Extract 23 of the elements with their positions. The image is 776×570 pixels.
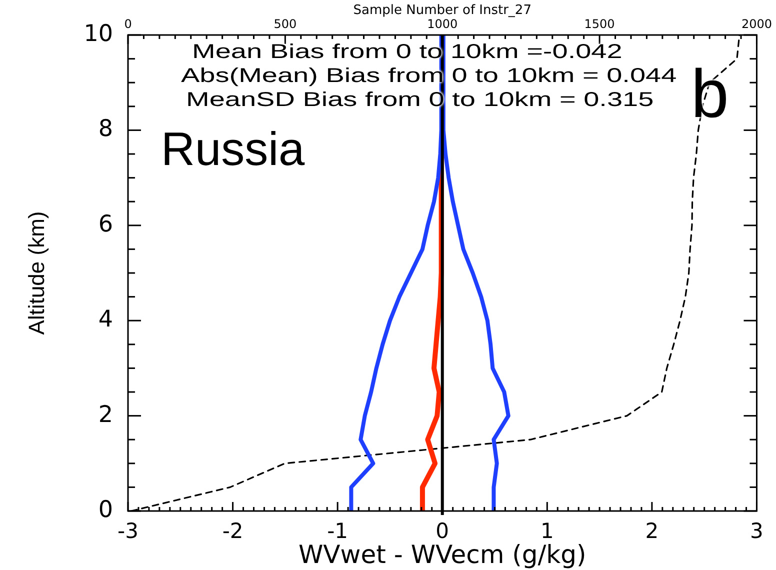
y-tick-label: 0 [98, 496, 113, 523]
x-tick-label: -3 [118, 518, 138, 543]
annotation: Russia [161, 122, 305, 175]
x2-tick-label: 500 [274, 17, 297, 32]
x2-tick-label: 0 [124, 17, 132, 32]
y-tick-label: 8 [98, 116, 113, 142]
x-tick-label: 3 [750, 518, 764, 543]
y-tick-label: 6 [98, 211, 113, 238]
y-tick-label: 4 [98, 306, 113, 333]
y-tick-label: 10 [84, 20, 113, 47]
x-tick-label: 0 [436, 518, 450, 543]
y-tick-label: 2 [98, 402, 113, 428]
y-axis-title: Altitude (km) [24, 211, 50, 335]
x-tick-label: 1 [540, 518, 554, 543]
x2-tick-label: 1000 [427, 17, 458, 32]
x-tick-label: 2 [645, 518, 659, 543]
x-tick-label: -1 [327, 518, 348, 543]
x2-tick-label: 1500 [584, 17, 615, 32]
x-axis-title: WVwet - WVecm (g/kg) [298, 540, 586, 569]
x2-axis-title: Sample Number of Instr_27 [353, 2, 532, 18]
x2-tick-label: 2000 [741, 17, 772, 32]
x-tick-label: -2 [222, 518, 244, 543]
annotation: b [691, 56, 729, 132]
